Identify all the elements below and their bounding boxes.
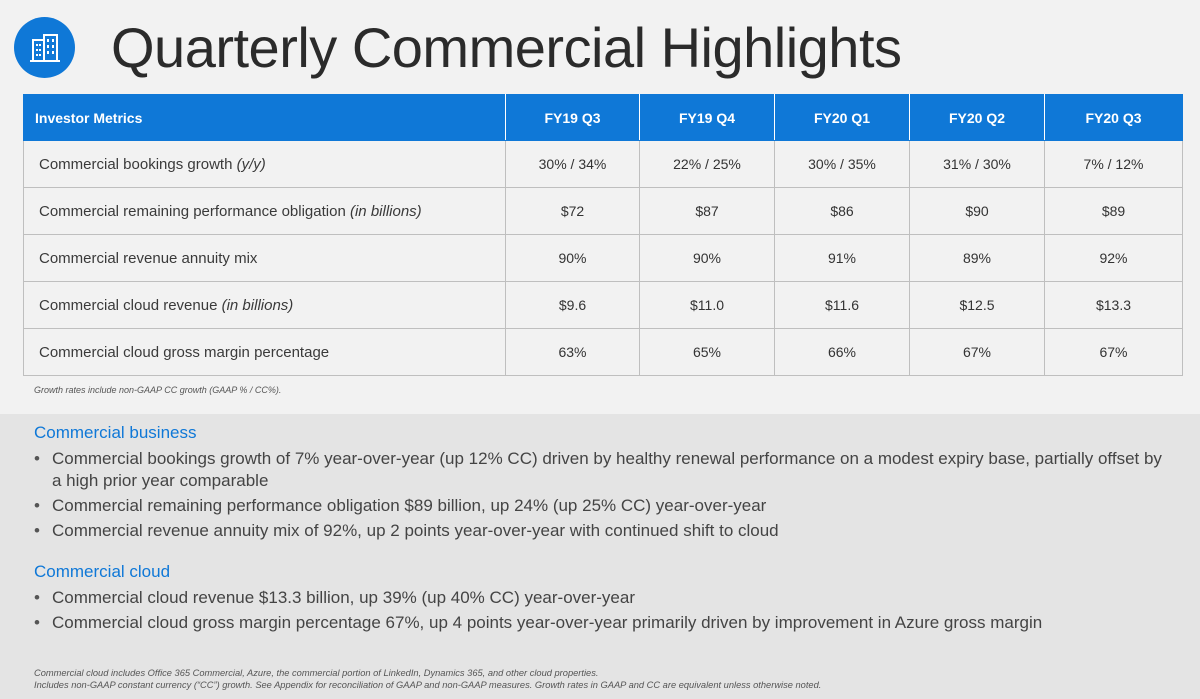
table-cell: 91% bbox=[774, 234, 910, 282]
table-cell: 31% / 30% bbox=[909, 140, 1045, 188]
metrics-table: Investor Metrics FY19 Q3 FY19 Q4 FY20 Q1… bbox=[23, 94, 1183, 376]
table-row: Commercial cloud gross margin percentage… bbox=[23, 328, 1183, 376]
table-cell: 22% / 25% bbox=[639, 140, 775, 188]
row-label: Commercial remaining performance obligat… bbox=[23, 187, 506, 235]
table-cell: 67% bbox=[909, 328, 1045, 376]
table-footnote: Growth rates include non-GAAP CC growth … bbox=[34, 385, 282, 395]
commercial-business-list: Commercial bookings growth of 7% year-ov… bbox=[34, 448, 1164, 545]
table-cell: 7% / 12% bbox=[1044, 140, 1183, 188]
commercial-cloud-list: Commercial cloud revenue $13.3 billion, … bbox=[34, 587, 1164, 637]
table-cell: $11.0 bbox=[639, 281, 775, 329]
page-footer: Commercial cloud includes Office 365 Com… bbox=[34, 667, 821, 691]
row-label-note: (y/y) bbox=[236, 155, 266, 173]
row-label: Commercial cloud gross margin percentage bbox=[23, 328, 506, 376]
row-label: Commercial cloud revenue (in billions) bbox=[23, 281, 506, 329]
column-header: FY19 Q3 bbox=[505, 94, 640, 141]
list-item: Commercial bookings growth of 7% year-ov… bbox=[34, 448, 1164, 492]
page-title: Quarterly Commercial Highlights bbox=[111, 16, 902, 79]
table-row: Commercial remaining performance obligat… bbox=[23, 187, 1183, 235]
row-label-note: (in billions) bbox=[349, 202, 422, 220]
table-cell: $87 bbox=[639, 187, 775, 235]
table-header-row: Investor Metrics FY19 Q3 FY19 Q4 FY20 Q1… bbox=[23, 94, 1183, 141]
column-header: FY19 Q4 bbox=[639, 94, 775, 141]
section-heading-commercial-business: Commercial business bbox=[34, 423, 197, 442]
column-header: FY20 Q3 bbox=[1044, 94, 1183, 141]
table-cell: 66% bbox=[774, 328, 910, 376]
table-cell: 30% / 35% bbox=[774, 140, 910, 188]
table-cell: $72 bbox=[505, 187, 640, 235]
building-icon bbox=[14, 17, 75, 78]
list-item: Commercial cloud revenue $13.3 billion, … bbox=[34, 587, 1164, 609]
table-cell: $86 bbox=[774, 187, 910, 235]
table-cell: $13.3 bbox=[1044, 281, 1183, 329]
footer-line: Commercial cloud includes Office 365 Com… bbox=[34, 668, 599, 678]
table-cell: $90 bbox=[909, 187, 1045, 235]
section-heading-commercial-cloud: Commercial cloud bbox=[34, 562, 171, 581]
table-cell: $9.6 bbox=[505, 281, 640, 329]
table-cell: 63% bbox=[505, 328, 640, 376]
list-item: Commercial remaining performance obligat… bbox=[34, 495, 1164, 517]
table-row: Commercial cloud revenue (in billions) $… bbox=[23, 281, 1183, 329]
table-row: Commercial revenue annuity mix 90% 90% 9… bbox=[23, 234, 1183, 282]
table-cell: 90% bbox=[505, 234, 640, 282]
table-cell: 30% / 34% bbox=[505, 140, 640, 188]
table-cell: 65% bbox=[639, 328, 775, 376]
footer-line: Includes non-GAAP constant currency (“CC… bbox=[34, 680, 822, 690]
table-cell: $89 bbox=[1044, 187, 1183, 235]
column-header: FY20 Q2 bbox=[909, 94, 1045, 141]
column-header: FY20 Q1 bbox=[774, 94, 910, 141]
table-row: Commercial bookings growth (y/y) 30% / 3… bbox=[23, 140, 1183, 188]
table-cell: 67% bbox=[1044, 328, 1183, 376]
row-label: Commercial bookings growth (y/y) bbox=[23, 140, 506, 188]
table-cell: $11.6 bbox=[774, 281, 910, 329]
table-cell: 89% bbox=[909, 234, 1045, 282]
row-label-note: (in billions) bbox=[221, 296, 294, 314]
header-investor-metrics: Investor Metrics bbox=[23, 94, 506, 141]
table-cell: 92% bbox=[1044, 234, 1183, 282]
list-item: Commercial revenue annuity mix of 92%, u… bbox=[34, 520, 1164, 542]
list-item: Commercial cloud gross margin percentage… bbox=[34, 612, 1164, 634]
table-cell: $12.5 bbox=[909, 281, 1045, 329]
row-label: Commercial revenue annuity mix bbox=[23, 234, 506, 282]
table-cell: 90% bbox=[639, 234, 775, 282]
